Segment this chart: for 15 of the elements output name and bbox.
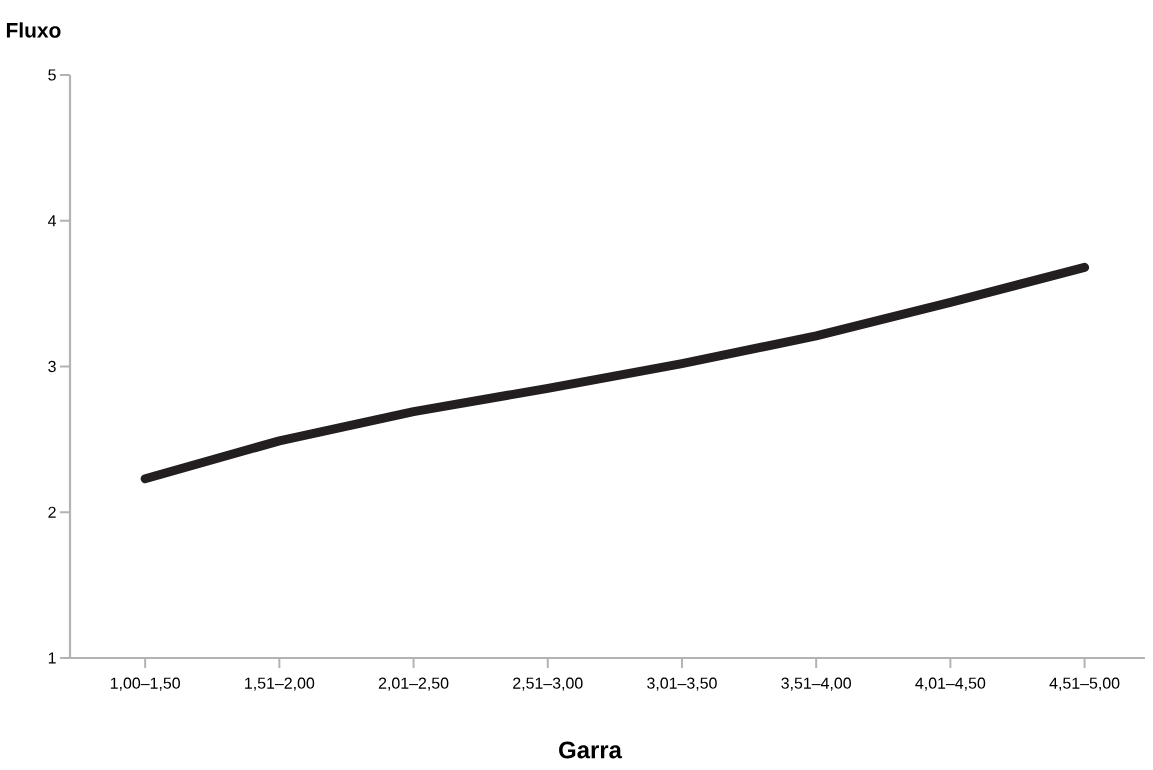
y-tick-label: 5	[48, 69, 56, 81]
x-tick-label: 3,01–3,50	[647, 677, 717, 691]
x-tick-label: 4,01–4,50	[915, 677, 986, 691]
x-tick-label: 1,00–1,50	[110, 677, 180, 691]
x-tick-label: 4,51–5,00	[1049, 677, 1120, 691]
y-axis-title: Fluxo	[6, 22, 61, 38]
x-axis-title: Garra	[559, 741, 623, 759]
x-tick-label: 2,51–3,00	[513, 677, 583, 691]
x-tick-label: 3,51–4,00	[781, 677, 851, 691]
y-tick-label: 3	[48, 360, 56, 373]
x-tick-label: 2,01–2,50	[378, 677, 449, 691]
y-tick-label: 2	[48, 506, 56, 518]
x-tick-label: 1,51–2,00	[245, 677, 315, 691]
y-tick-label: 4	[47, 215, 57, 227]
y-tick-label: 1	[48, 652, 56, 664]
